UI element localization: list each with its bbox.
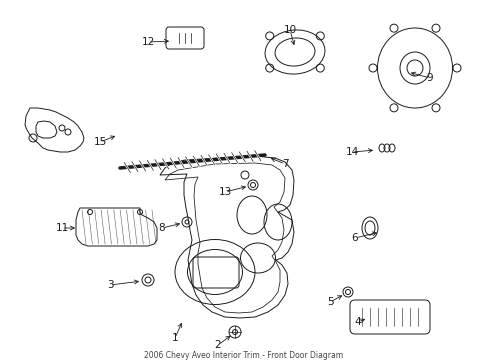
Text: 6: 6 — [351, 233, 358, 243]
Text: 8: 8 — [159, 223, 165, 233]
Text: 12: 12 — [141, 37, 154, 47]
Text: 9: 9 — [426, 73, 432, 83]
Text: 2006 Chevy Aveo Interior Trim - Front Door Diagram: 2006 Chevy Aveo Interior Trim - Front Do… — [144, 351, 343, 360]
Text: 7: 7 — [281, 159, 288, 169]
Text: 10: 10 — [283, 25, 296, 35]
Text: 14: 14 — [345, 147, 358, 157]
Text: 1: 1 — [171, 333, 178, 343]
Text: 11: 11 — [55, 223, 68, 233]
Text: 5: 5 — [326, 297, 333, 307]
Text: 2: 2 — [214, 340, 221, 350]
Text: 15: 15 — [93, 137, 106, 147]
Text: 13: 13 — [218, 187, 231, 197]
Text: 3: 3 — [106, 280, 113, 290]
Text: 4: 4 — [354, 317, 361, 327]
